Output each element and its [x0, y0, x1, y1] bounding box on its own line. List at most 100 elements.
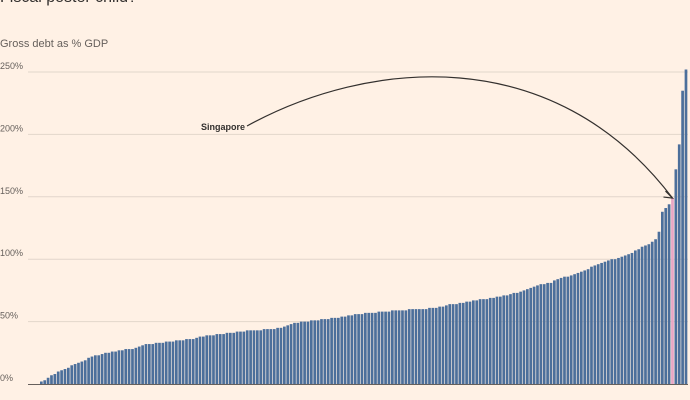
bar	[644, 245, 647, 384]
bar	[269, 329, 273, 384]
bar	[94, 355, 97, 384]
bar	[610, 259, 614, 384]
bar	[212, 335, 215, 384]
bar	[310, 320, 313, 384]
chart-title: Fiscal poster child?	[0, 0, 137, 8]
bar	[303, 321, 306, 384]
bar	[158, 342, 161, 384]
bar	[100, 354, 104, 384]
bar	[83, 360, 87, 384]
bar	[296, 322, 300, 384]
singapore-annotation: Singapore	[201, 76, 675, 199]
bar	[499, 296, 502, 384]
bar	[553, 280, 556, 384]
bar	[603, 261, 607, 384]
bars	[40, 69, 688, 384]
bar	[340, 316, 344, 384]
bar	[326, 319, 330, 384]
bar	[357, 314, 360, 384]
bar	[80, 361, 84, 384]
bar	[576, 272, 580, 384]
bar	[367, 312, 371, 384]
bar	[542, 284, 546, 384]
bar	[337, 317, 340, 384]
bar	[63, 369, 67, 384]
bar	[654, 239, 657, 384]
bar	[198, 336, 202, 384]
bar	[478, 299, 482, 384]
bar	[272, 329, 276, 384]
bar	[205, 335, 209, 384]
bar	[252, 330, 256, 384]
bar	[188, 339, 192, 384]
bar	[468, 301, 472, 384]
bar	[90, 356, 94, 384]
bar	[222, 334, 225, 384]
bar	[475, 300, 479, 384]
bar	[509, 294, 512, 384]
bar	[286, 325, 290, 384]
bar	[40, 381, 43, 384]
bar	[350, 315, 354, 384]
bar	[566, 276, 570, 384]
bar	[114, 351, 117, 384]
bar	[377, 311, 381, 384]
bar	[380, 311, 384, 384]
bar	[235, 331, 239, 384]
bar	[677, 144, 681, 384]
bar	[623, 255, 627, 384]
bar	[283, 326, 286, 384]
bar	[131, 349, 134, 384]
bar	[239, 331, 242, 384]
bar	[512, 292, 516, 384]
bar	[401, 310, 404, 384]
y-tick-label: 150%	[0, 186, 23, 196]
bar	[637, 249, 641, 384]
bar	[168, 341, 171, 384]
bar	[245, 330, 249, 384]
bar	[56, 371, 60, 384]
bar	[151, 344, 155, 384]
bar	[458, 302, 462, 384]
y-tick-label: 50%	[0, 311, 18, 321]
bar	[70, 365, 74, 384]
bar	[421, 309, 425, 384]
bar	[617, 257, 620, 384]
bar	[569, 275, 573, 384]
bar	[529, 287, 533, 384]
bar	[647, 244, 651, 384]
bar	[559, 277, 563, 384]
bar	[428, 307, 431, 384]
bar	[117, 350, 121, 384]
bar	[448, 304, 452, 384]
bar	[414, 309, 418, 384]
bar	[586, 269, 590, 384]
y-axis: 0% 50% 100% 150% 200% 250%	[0, 61, 23, 383]
bar	[256, 330, 259, 384]
annotation-label: Singapore	[201, 122, 245, 132]
bar	[229, 332, 232, 384]
bar	[279, 327, 283, 384]
bar	[121, 350, 124, 384]
bar	[259, 330, 263, 384]
bar	[613, 259, 617, 384]
bar	[556, 279, 560, 384]
bar	[161, 342, 165, 384]
bar	[502, 295, 506, 384]
chart-subtitle: Gross debt as % GDP	[0, 38, 109, 50]
bar	[353, 314, 357, 384]
bar	[418, 309, 421, 384]
bar	[202, 336, 205, 384]
bar	[684, 69, 688, 384]
bar	[53, 374, 57, 384]
bar	[451, 304, 455, 384]
bar	[391, 310, 394, 384]
bar	[77, 362, 80, 384]
bar	[438, 306, 441, 384]
bar	[488, 297, 492, 384]
bar	[620, 256, 624, 384]
bar	[526, 289, 529, 384]
bar	[154, 342, 158, 384]
bar	[323, 319, 327, 384]
bar	[664, 208, 668, 384]
